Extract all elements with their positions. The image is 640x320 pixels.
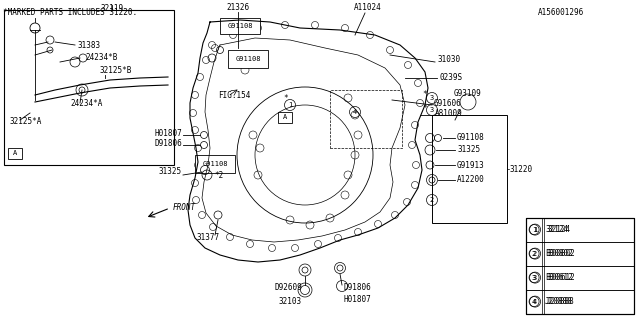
Text: J20888: J20888 (545, 297, 573, 306)
Bar (526, 218, 634, 314)
Text: 31325: 31325 (159, 167, 182, 177)
Bar (228, 50, 268, 68)
Text: 32124: 32124 (547, 225, 570, 234)
Text: E00612: E00612 (547, 273, 575, 282)
Text: 31383: 31383 (77, 41, 100, 50)
Text: G91913: G91913 (457, 161, 484, 170)
Text: FIG.154: FIG.154 (218, 91, 250, 100)
Text: A11024: A11024 (354, 4, 382, 12)
Text: 24234*B: 24234*B (85, 52, 117, 61)
Text: E00612: E00612 (545, 273, 573, 282)
Bar (330, 90, 402, 148)
Text: 3: 3 (430, 95, 434, 101)
Text: G91108: G91108 (236, 56, 260, 62)
Text: E00802: E00802 (545, 249, 573, 258)
Text: 3: 3 (533, 275, 537, 281)
Text: 32124: 32124 (545, 225, 568, 234)
Text: A156001296: A156001296 (538, 8, 584, 17)
Text: G91108: G91108 (202, 161, 228, 167)
Bar (278, 112, 292, 123)
Text: 31220: 31220 (510, 164, 533, 173)
Bar (4, 10, 174, 165)
Text: 32119: 32119 (100, 4, 124, 13)
Text: *MARKED PARTS INCLUDES 31220.: *MARKED PARTS INCLUDES 31220. (3, 8, 138, 17)
Text: H01807: H01807 (344, 295, 372, 305)
Text: D92609: D92609 (275, 284, 302, 292)
Text: *: * (422, 91, 427, 100)
Bar (195, 155, 235, 173)
Text: *2: *2 (214, 171, 223, 180)
Text: 2: 2 (533, 251, 537, 257)
Text: 2: 2 (532, 251, 536, 257)
Text: 31030: 31030 (437, 55, 460, 65)
Text: 4: 4 (533, 299, 537, 305)
Text: 31325: 31325 (457, 146, 480, 155)
Text: J20888: J20888 (547, 297, 575, 306)
Text: G93109: G93109 (454, 89, 482, 98)
Text: 24234*A: 24234*A (70, 99, 102, 108)
Text: A: A (13, 150, 17, 156)
Text: H01807: H01807 (154, 129, 182, 138)
Text: A: A (283, 114, 287, 120)
Text: 3: 3 (430, 107, 434, 113)
Text: 2: 2 (430, 197, 434, 203)
Text: 1: 1 (533, 227, 537, 233)
Text: *: * (284, 94, 288, 103)
Text: 4: 4 (532, 299, 536, 305)
Text: 21326: 21326 (227, 4, 250, 12)
Text: 1: 1 (532, 227, 536, 233)
Text: 31377: 31377 (196, 234, 220, 243)
Text: E00802: E00802 (547, 249, 575, 258)
Text: D91806: D91806 (344, 284, 372, 292)
Text: G91606: G91606 (434, 99, 461, 108)
Text: 4: 4 (353, 109, 357, 115)
Text: FRONT: FRONT (173, 203, 196, 212)
Bar (526, 218, 634, 314)
Bar (220, 18, 260, 34)
Text: D91806: D91806 (154, 139, 182, 148)
Text: 32125*A: 32125*A (10, 117, 42, 126)
Text: *: * (422, 103, 427, 113)
Text: 1: 1 (288, 102, 292, 108)
Text: 3: 3 (532, 275, 536, 281)
Text: A12200: A12200 (457, 175, 484, 185)
Text: 32125*B: 32125*B (100, 66, 132, 75)
Text: G91108: G91108 (457, 133, 484, 142)
Bar (8, 148, 22, 159)
Text: 0239S: 0239S (439, 73, 462, 82)
Text: 32103: 32103 (279, 298, 302, 307)
Bar (432, 115, 507, 223)
Text: A81009: A81009 (435, 108, 463, 117)
Text: G91108: G91108 (227, 23, 253, 29)
